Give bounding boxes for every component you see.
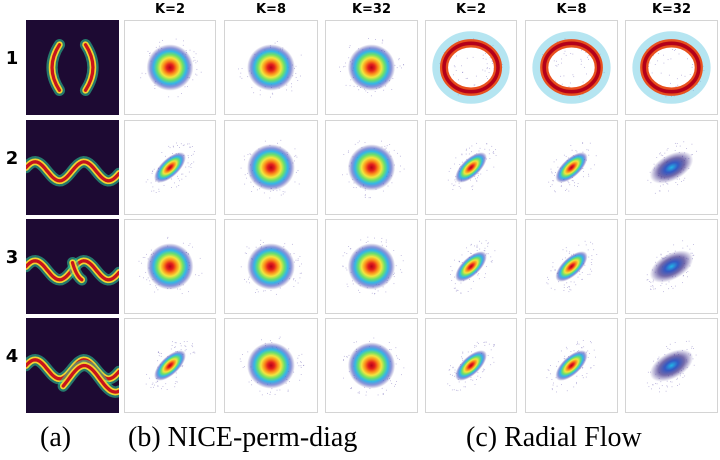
- column-header-nice-k8: K=8: [255, 2, 286, 17]
- caption-c: (c) Radial Flow: [466, 422, 642, 453]
- sample-panel-row-4-col-3: [325, 318, 418, 413]
- density-blob: [146, 243, 194, 290]
- sample-panel-row-4-col-5: [525, 318, 618, 413]
- density-blob: [455, 152, 487, 183]
- density-ring-outer: [432, 31, 510, 104]
- target-pinch-branch: [70, 261, 84, 282]
- density-ring-outer: [532, 31, 611, 104]
- sample-panel-row-4-col-2: [224, 318, 318, 413]
- density-blob: [347, 342, 396, 389]
- column-header-nice-k2: K=2: [154, 2, 185, 17]
- sample-panel-row-4-col-1: [124, 318, 216, 413]
- density-ring-outer: [632, 31, 711, 104]
- sample-panel-row-4-col-4: [425, 318, 517, 413]
- density-blob: [247, 144, 295, 191]
- caption-b: (b) NICE-perm-diag: [128, 422, 358, 453]
- target-moon-right: [83, 43, 95, 92]
- column-header-nice-k32: K=32: [351, 2, 392, 17]
- sample-panel-row-1-col-5: [525, 20, 618, 115]
- density-ring-core: [542, 41, 601, 94]
- caption-a: (a): [40, 422, 72, 453]
- sample-panel-row-1-col-3: [325, 20, 418, 115]
- sample-panel-row-2-col-5: [525, 120, 618, 215]
- density-blob: [555, 152, 588, 183]
- sample-panel-row-1-col-6: [625, 20, 718, 115]
- density-blob: [555, 350, 588, 381]
- density-blob: [649, 250, 694, 283]
- sample-panel-row-2-col-4: [425, 120, 517, 215]
- sample-panel-row-2-col-6: [625, 120, 718, 215]
- sample-panel-row-1-col-4: [425, 20, 517, 115]
- density-blob: [154, 350, 186, 381]
- density-blob: [146, 44, 194, 91]
- sample-panel-row-3-col-1: [124, 219, 216, 314]
- sample-panel-row-2-col-1: [124, 120, 216, 215]
- sample-panel-row-4-col-6: [625, 318, 718, 413]
- density-blob: [154, 152, 186, 183]
- row-label-1: 1: [5, 48, 19, 69]
- density-blob: [347, 243, 396, 290]
- target-density-row-2: [26, 120, 119, 215]
- density-blob: [455, 350, 487, 381]
- row-label-2: 2: [5, 148, 19, 169]
- density-ring-core: [642, 41, 701, 94]
- target-density-row-4: [26, 318, 119, 413]
- density-ring-core: [442, 41, 500, 94]
- sample-panel-row-3-col-4: [425, 219, 517, 314]
- column-header-radial-k32: K=32: [651, 2, 692, 17]
- density-blob: [347, 144, 396, 191]
- column-header-radial-k8: K=8: [556, 2, 587, 17]
- sample-panel-row-3-col-5: [525, 219, 618, 314]
- sample-panel-row-1-col-2: [224, 20, 318, 115]
- target-density-row-3: [26, 219, 119, 314]
- sample-panel-row-2-col-2: [224, 120, 318, 215]
- sample-panel-row-2-col-3: [325, 120, 418, 215]
- target-moon-left: [50, 43, 62, 92]
- target-density-row-1: [26, 20, 119, 115]
- density-blob: [649, 151, 694, 184]
- density-blob: [247, 342, 295, 389]
- density-blob: [555, 251, 588, 282]
- row-label-3: 3: [5, 247, 19, 268]
- sample-panel-row-1-col-1: [124, 20, 216, 115]
- sample-panel-row-3-col-3: [325, 219, 418, 314]
- density-blob: [247, 44, 295, 91]
- column-header-radial-k2: K=2: [455, 2, 486, 17]
- target-split-branch: [61, 363, 119, 394]
- density-blob: [649, 349, 694, 382]
- sample-panel-row-3-col-6: [625, 219, 718, 314]
- row-label-4: 4: [5, 346, 19, 367]
- sample-panel-row-3-col-2: [224, 219, 318, 314]
- density-blob: [347, 44, 396, 91]
- target-sine-wave: [26, 160, 119, 183]
- density-blob: [455, 251, 487, 282]
- density-blob: [247, 243, 295, 290]
